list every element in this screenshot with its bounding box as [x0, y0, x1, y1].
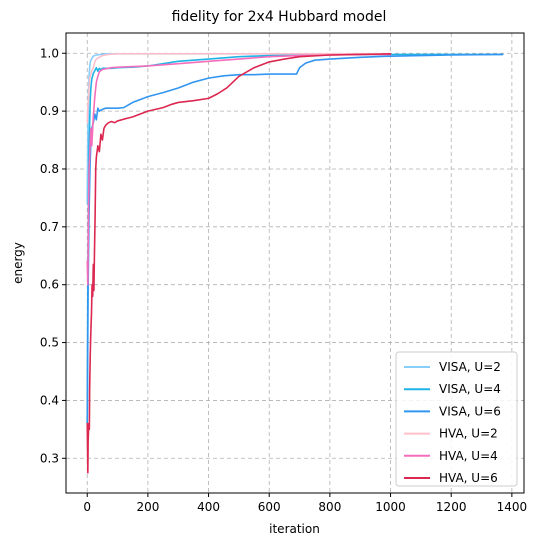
x-tick-label: 1400 — [497, 500, 528, 514]
legend-label: HVA, U=2 — [439, 427, 498, 441]
y-tick-label: 0.9 — [40, 104, 59, 118]
x-axis-ticks: 0 200 400 600 800 1000 1200 1400 — [83, 493, 527, 514]
legend-label: VISA, U=4 — [439, 382, 501, 396]
legend-box — [395, 351, 518, 487]
series-lines — [86, 53, 504, 474]
y-tick-label: 0.3 — [40, 451, 59, 465]
legend: VISA, U=2 VISA, U=4 VISA, U=6 HVA, U=2 HVA, … — [395, 351, 518, 487]
series-line-hva-u-4 — [86, 53, 392, 286]
y-tick-label: 1.0 — [40, 46, 59, 60]
y-axis-label: energy — [11, 242, 25, 284]
y-tick-label: 0.5 — [40, 336, 59, 350]
y-tick-label: 0.7 — [40, 220, 59, 234]
legend-label: HVA, U=6 — [439, 471, 498, 485]
series-line-hva-u-6 — [86, 53, 392, 474]
x-tick-label: 600 — [258, 500, 281, 514]
x-tick-label: 1000 — [375, 500, 406, 514]
legend-label: HVA, U=4 — [439, 449, 498, 463]
legend-label: VISA, U=6 — [439, 404, 501, 418]
x-axis-label: iteration — [269, 522, 320, 536]
chart-title: fidelity for 2x4 Hubbard model — [172, 9, 387, 25]
y-tick-label: 0.4 — [40, 393, 59, 407]
x-tick-label: 0 — [83, 500, 91, 514]
x-tick-label: 800 — [318, 500, 341, 514]
y-tick-label: 0.6 — [40, 278, 59, 292]
legend-label: VISA, U=2 — [439, 360, 501, 374]
y-tick-label: 0.8 — [40, 162, 59, 176]
plot-frame — [65, 32, 525, 494]
y-axis-ticks: 0.3 0.4 0.5 0.6 0.7 0.8 0.9 1.0 — [40, 46, 66, 465]
x-tick-label: 400 — [197, 500, 220, 514]
series-line-hva-u-2 — [86, 53, 392, 124]
x-tick-label: 1200 — [436, 500, 467, 514]
x-tick-label: 200 — [136, 500, 159, 514]
